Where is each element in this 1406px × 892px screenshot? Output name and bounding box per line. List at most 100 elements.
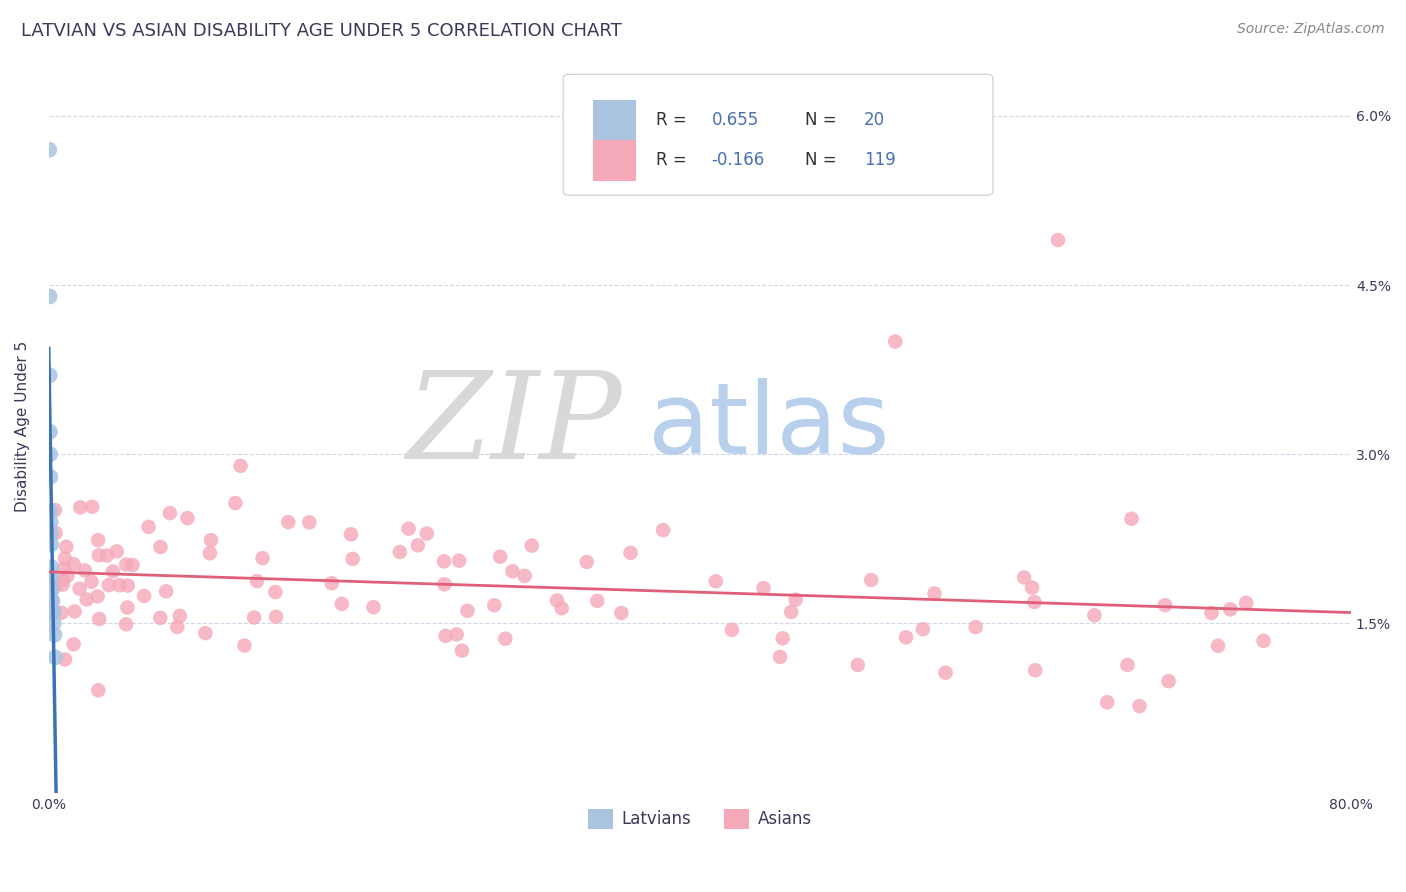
Point bbox=[456, 604, 478, 618]
Point bbox=[406, 538, 429, 552]
Text: N =: N = bbox=[806, 152, 842, 169]
Point bbox=[41, 578, 63, 592]
Point bbox=[1024, 663, 1046, 677]
Point bbox=[298, 516, 321, 530]
Point bbox=[342, 552, 364, 566]
Point bbox=[45, 525, 67, 540]
Point bbox=[1234, 596, 1257, 610]
Point bbox=[860, 573, 883, 587]
Point bbox=[44, 628, 66, 642]
Point bbox=[86, 590, 108, 604]
Point bbox=[41, 594, 63, 608]
Point bbox=[935, 665, 957, 680]
Point bbox=[87, 533, 110, 548]
Y-axis label: Disability Age Under 5: Disability Age Under 5 bbox=[15, 341, 30, 512]
Point bbox=[546, 593, 568, 607]
Point bbox=[76, 592, 98, 607]
Point bbox=[52, 577, 75, 591]
Text: R =: R = bbox=[655, 112, 692, 129]
Point bbox=[194, 626, 217, 640]
Point bbox=[134, 589, 156, 603]
Point bbox=[924, 586, 946, 600]
Point bbox=[108, 578, 131, 592]
Text: ZIP: ZIP bbox=[406, 368, 621, 485]
Point bbox=[97, 578, 120, 592]
Point bbox=[451, 643, 474, 657]
Point bbox=[619, 546, 641, 560]
Point bbox=[1253, 633, 1275, 648]
Point bbox=[39, 526, 62, 541]
Point bbox=[388, 545, 411, 559]
Text: Source: ZipAtlas.com: Source: ZipAtlas.com bbox=[1237, 22, 1385, 37]
Point bbox=[446, 627, 468, 641]
Point bbox=[704, 574, 727, 589]
Point bbox=[513, 569, 536, 583]
Point bbox=[721, 623, 744, 637]
Point bbox=[652, 523, 675, 537]
Point bbox=[53, 652, 76, 666]
Point bbox=[416, 526, 439, 541]
Point bbox=[117, 600, 139, 615]
Point bbox=[894, 630, 917, 644]
Point bbox=[520, 539, 543, 553]
Point bbox=[73, 564, 96, 578]
Point bbox=[39, 537, 62, 551]
Point bbox=[911, 622, 934, 636]
Point bbox=[780, 605, 803, 619]
Point bbox=[398, 522, 420, 536]
Point bbox=[166, 620, 188, 634]
Point bbox=[53, 551, 76, 566]
Point bbox=[121, 558, 143, 572]
Point bbox=[87, 683, 110, 698]
Point bbox=[87, 548, 110, 562]
Point bbox=[449, 554, 471, 568]
Point bbox=[884, 334, 907, 349]
Point bbox=[38, 143, 60, 157]
Point bbox=[42, 605, 65, 619]
Point bbox=[340, 527, 363, 541]
Text: 119: 119 bbox=[863, 152, 896, 169]
Point bbox=[69, 500, 91, 515]
Point bbox=[330, 597, 353, 611]
Point bbox=[586, 594, 609, 608]
Point bbox=[965, 620, 987, 634]
Point bbox=[752, 581, 775, 595]
Point bbox=[39, 470, 62, 484]
Point bbox=[105, 544, 128, 558]
Text: N =: N = bbox=[806, 112, 842, 129]
Point bbox=[1095, 695, 1118, 709]
Point bbox=[1219, 602, 1241, 616]
Point bbox=[82, 500, 104, 514]
Point bbox=[80, 574, 103, 589]
Point bbox=[494, 632, 516, 646]
Point bbox=[44, 503, 66, 517]
Point bbox=[96, 549, 118, 563]
Point bbox=[321, 576, 343, 591]
Text: LATVIAN VS ASIAN DISABILITY AGE UNDER 5 CORRELATION CHART: LATVIAN VS ASIAN DISABILITY AGE UNDER 5 … bbox=[21, 22, 621, 40]
Point bbox=[198, 546, 221, 560]
Point bbox=[264, 585, 287, 599]
Point bbox=[176, 511, 198, 525]
Point bbox=[501, 564, 523, 578]
Point bbox=[489, 549, 512, 564]
Point bbox=[200, 533, 222, 548]
Point bbox=[610, 606, 633, 620]
Point bbox=[1121, 512, 1143, 526]
Point bbox=[772, 632, 794, 646]
FancyBboxPatch shape bbox=[593, 140, 636, 180]
Point bbox=[55, 540, 77, 554]
Point bbox=[246, 574, 269, 588]
Point bbox=[42, 605, 65, 619]
Point bbox=[69, 582, 91, 596]
Point bbox=[1083, 608, 1105, 623]
Point bbox=[159, 506, 181, 520]
Point bbox=[115, 617, 138, 632]
Text: -0.166: -0.166 bbox=[711, 152, 765, 169]
Point bbox=[264, 609, 287, 624]
Point bbox=[1046, 233, 1069, 247]
Point bbox=[115, 558, 138, 572]
Point bbox=[1201, 606, 1223, 620]
FancyBboxPatch shape bbox=[593, 100, 636, 140]
Point bbox=[243, 610, 266, 624]
Point bbox=[42, 616, 65, 631]
